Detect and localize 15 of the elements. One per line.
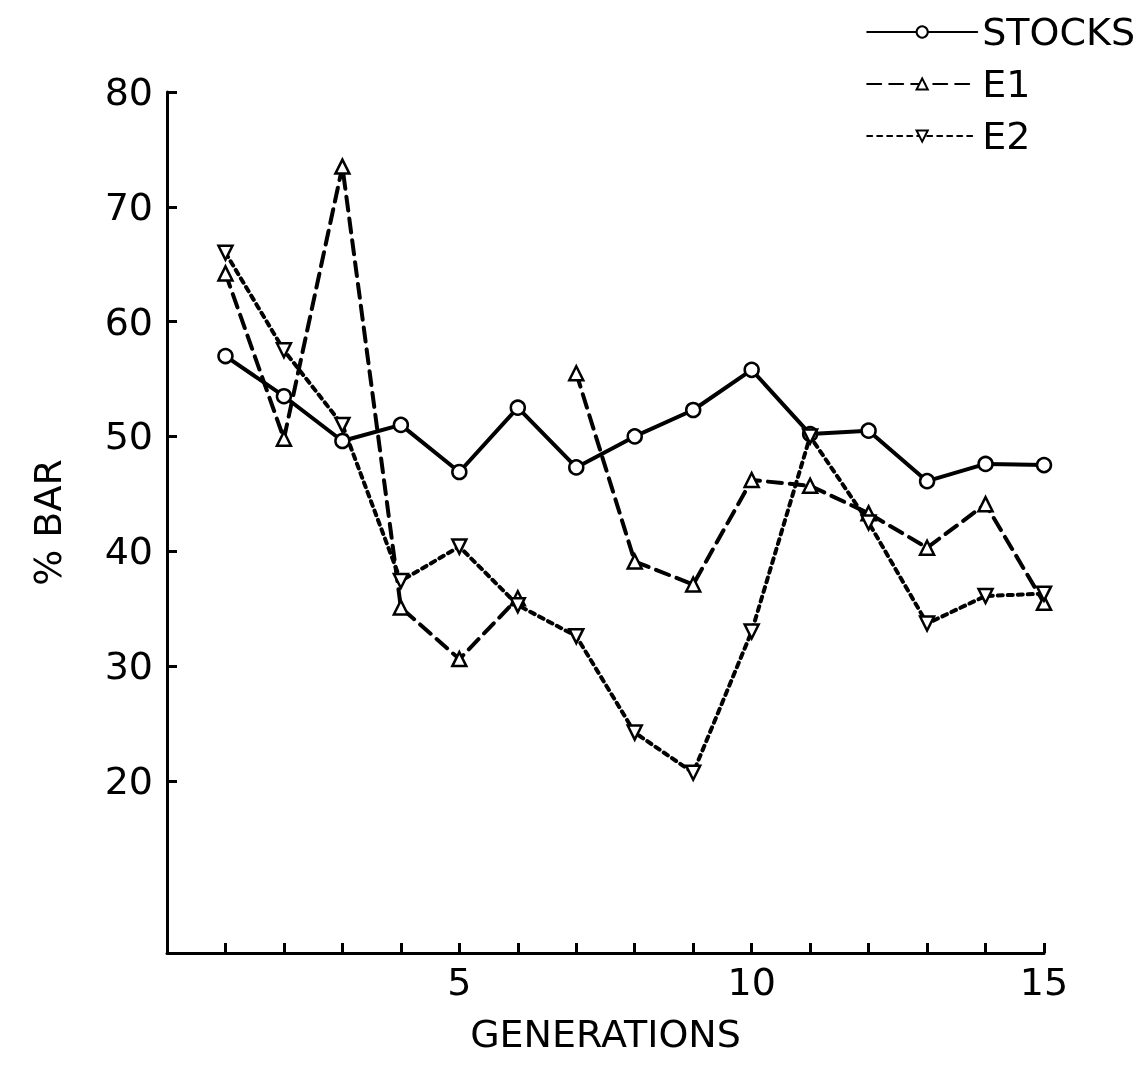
y-tick-label: 80 [104,70,153,114]
x-tick-label: 5 [447,960,472,1004]
x-axis-title: GENERATIONS [470,1012,741,1056]
y-tick-label: 40 [104,529,153,574]
y-tick-label: 20 [104,758,153,803]
legend-label: E2 [982,114,1031,158]
y-axis-title: % BAR [26,459,70,586]
y-tick-label: 30 [104,644,153,688]
y-tick-label: 70 [104,184,153,229]
x-tick-label: 10 [727,960,776,1004]
y-tick-label: 60 [104,299,153,344]
x-tick-label: 15 [1019,960,1069,1004]
legend-label: STOCKS [982,10,1136,54]
legend-label: E1 [982,62,1031,106]
y-tick-label: 50 [104,414,153,459]
